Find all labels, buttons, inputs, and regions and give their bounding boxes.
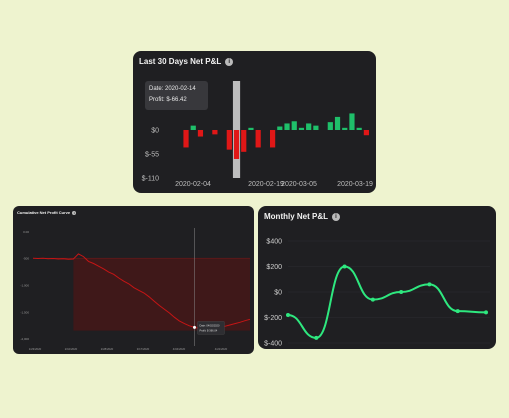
bar (270, 130, 276, 148)
drawdown-area (73, 258, 250, 331)
y-tick-label: -500 (23, 257, 29, 261)
cum-tooltip (197, 321, 225, 335)
bar (363, 130, 369, 136)
y-tick-label: -2,000 (20, 337, 29, 341)
cum-tooltip-profit: Profit: $-366.04 (199, 328, 217, 332)
monthly-point (427, 282, 432, 287)
bar (349, 113, 355, 130)
y-tick-label: $-55 (145, 152, 159, 159)
x-tick-label: 2020-02-04 (175, 181, 211, 188)
bar (334, 116, 341, 130)
y-tick-label: $0 (151, 128, 159, 135)
y-tick-label: $0 (274, 290, 282, 297)
bar (284, 123, 290, 130)
y-tick-label: -1,000 (20, 284, 29, 288)
monthly-point (455, 309, 460, 314)
x-tick-label: 2020-02-19 (248, 181, 284, 188)
bar (356, 127, 362, 130)
daily-tooltip: Date: 2020-02-14 Profit: $-66.42 (145, 81, 208, 110)
cumulative-title: Cumulative Net Profit Curve i (17, 210, 77, 215)
bar (248, 127, 254, 130)
bar (313, 125, 319, 130)
bar (277, 126, 283, 130)
y-tick-label: 0.00 (23, 230, 29, 234)
y-tick-label: $-400 (264, 341, 282, 348)
x-tick-label: 1/23/2020 (29, 347, 42, 351)
monthly-point (399, 290, 404, 294)
bar (255, 130, 261, 148)
monthly-line (287, 265, 487, 339)
y-tick-label: $200 (266, 264, 282, 271)
x-tick-label: 4/22/2020 (215, 347, 228, 351)
bar (327, 122, 333, 130)
y-tick-label: $-110 (142, 176, 159, 183)
monthly-pnl-card: Monthly Net P&L i $400 $200 $0 $-200 $-400 (258, 206, 496, 349)
bar (183, 130, 189, 148)
bar (291, 121, 297, 130)
info-icon[interactable]: i (72, 210, 77, 215)
cumulative-curve-card: Cumulative Net Profit Curve i 0.00 -500 -1,… (13, 206, 254, 354)
y-tick-label: -1,500 (20, 310, 29, 314)
cum-tooltip-date: Date: 04/02/2020 (199, 323, 219, 327)
bar (241, 130, 247, 152)
y-tick-label: $-200 (264, 315, 282, 322)
monthly-point (342, 264, 347, 269)
monthly-point (286, 312, 290, 317)
x-tick-label: 2/10/2020 (65, 347, 78, 351)
monthly-point (370, 297, 375, 302)
x-tick-label: 3/17/2020 (137, 347, 150, 351)
cursor-point (192, 325, 196, 329)
cumulative-chart: 0.00 -500 -1,000 -1,500 -2,000 Date: 04/02/20… (20, 228, 251, 351)
bar (306, 123, 312, 130)
x-tick-label: 2020-03-05 (281, 181, 317, 188)
info-icon[interactable]: i (332, 212, 340, 221)
bar (197, 130, 204, 137)
x-tick-label: 2/28/2020 (101, 347, 114, 351)
monthly-chart: $400 $200 $0 $-200 $-400 (264, 239, 490, 348)
monthly-title: Monthly Net P&L i (264, 212, 340, 221)
x-tick-label: 2020-03-19 (337, 181, 373, 188)
y-tick-label: $400 (266, 239, 282, 246)
bar (298, 127, 305, 130)
monthly-point (314, 335, 319, 340)
bar (190, 125, 196, 130)
daily-pnl-chart: $55$0$-55$-1102020-02-042020-02-192020-0… (142, 81, 373, 188)
daily-pnl-card: Last 30 Days Net P&Li $55$0$-55$-1102020… (133, 51, 376, 193)
bar (342, 127, 348, 130)
bar (212, 130, 218, 135)
bar (226, 130, 232, 150)
hover-highlight (232, 81, 241, 178)
monthly-point (484, 310, 488, 315)
x-tick-label: 4/04/2020 (173, 347, 186, 351)
bar (233, 130, 240, 159)
info-icon[interactable]: i (225, 57, 234, 66)
daily-pnl-title: Last 30 Days Net P&L i (139, 57, 234, 66)
